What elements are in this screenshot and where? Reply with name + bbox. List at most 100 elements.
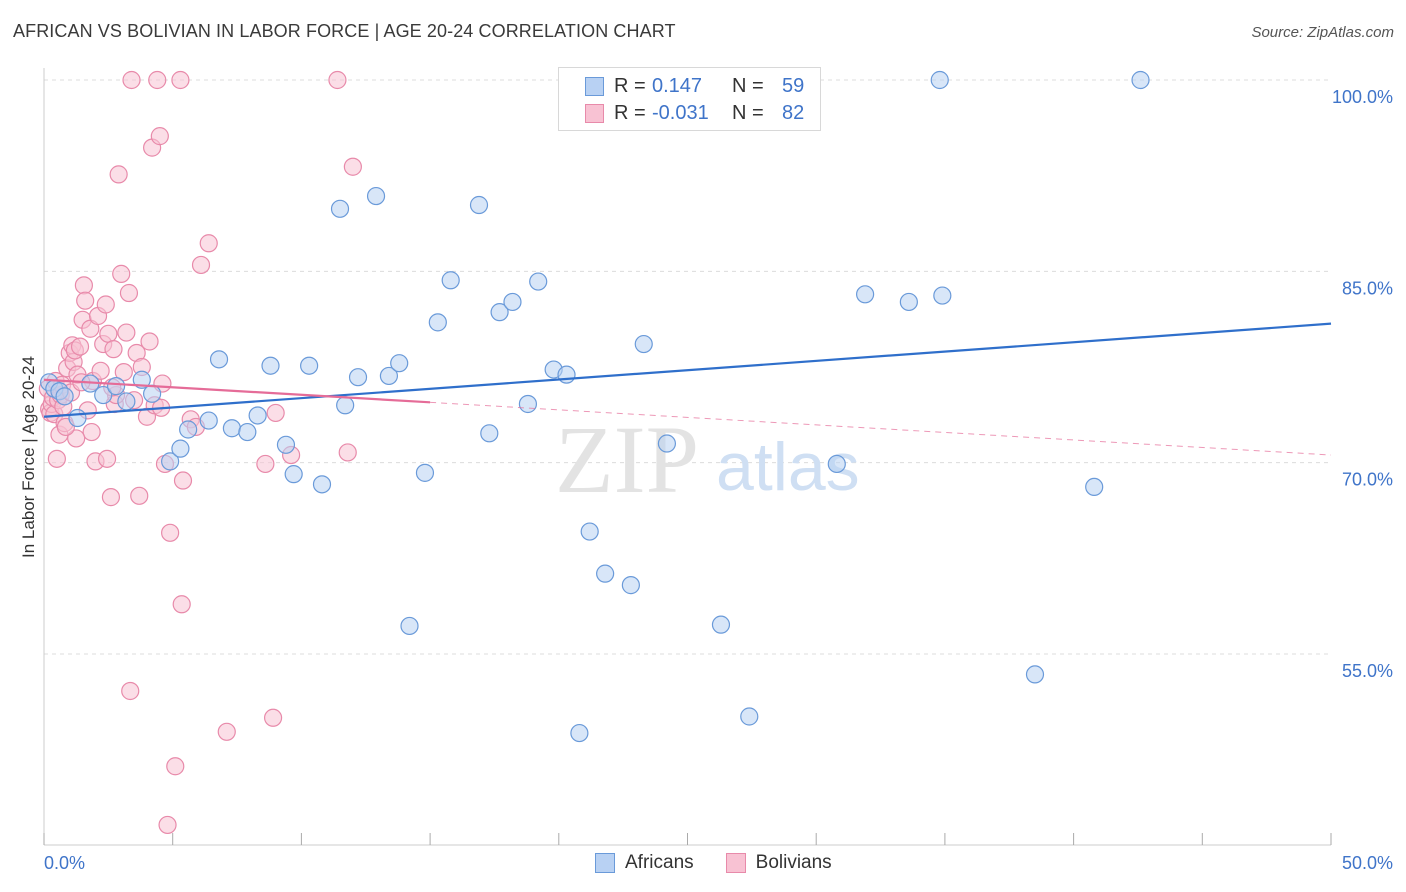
african-point: [415, 463, 435, 482]
watermark: ZIP atlas: [555, 406, 860, 513]
african-point: [161, 452, 180, 471]
bolivians-trend-line: [43, 378, 431, 404]
bolivian-point: [161, 523, 180, 542]
african-point: [199, 411, 218, 430]
bolivian-point: [217, 722, 236, 741]
y-tick-label: 100.0%: [1332, 87, 1393, 107]
bolivians-n-value: 82: [782, 101, 805, 124]
african-point: [596, 564, 615, 583]
source-label: Source: ZipAtlas.com: [1251, 24, 1394, 41]
african-point: [284, 465, 303, 484]
bolivian-point: [121, 681, 140, 701]
africans-r-label: R =: [614, 74, 646, 97]
african-point: [261, 356, 280, 375]
african-point: [238, 422, 257, 442]
watermark-zip: ZIP: [555, 406, 699, 513]
bolivian-point: [140, 332, 159, 351]
legend-item-bolivians[interactable]: Bolivians: [725, 852, 832, 874]
african-point: [379, 366, 399, 386]
african-point: [580, 522, 599, 541]
bolivian-point: [97, 449, 117, 468]
bolivians-points: [38, 70, 362, 835]
bolivian-point: [91, 361, 110, 380]
bolivian-point: [148, 70, 167, 90]
african-point: [930, 70, 949, 90]
africans-points: [40, 70, 1150, 743]
bolivians-n-label: N =: [732, 101, 764, 124]
y-tick-label: 55.0%: [1342, 661, 1393, 681]
bolivian-point: [158, 815, 177, 835]
bolivian-point: [150, 127, 169, 146]
african-point: [390, 354, 409, 373]
legend-row-africans: R = 0.147 N = 59: [585, 73, 804, 99]
african-point: [132, 370, 151, 389]
african-point: [621, 576, 640, 595]
bolivian-point: [96, 295, 115, 314]
bolivian-point: [47, 449, 66, 468]
legend-item-africans[interactable]: Africans: [595, 852, 694, 874]
africans-legend-label: Africans: [625, 852, 694, 873]
bolivian-point: [101, 488, 121, 507]
african-point: [55, 387, 74, 406]
african-point: [348, 368, 368, 387]
african-point: [1085, 477, 1104, 497]
african-point: [441, 271, 460, 290]
x-tick-label: 50.0%: [1342, 853, 1393, 873]
african-point: [634, 334, 653, 354]
african-point: [469, 195, 489, 215]
bolivian-point: [119, 283, 139, 303]
axes: [43, 68, 1332, 846]
africans-swatch: [585, 76, 604, 96]
bolivian-point: [109, 165, 128, 184]
bolivian-point: [76, 291, 95, 310]
bolivians-r-label: R =: [614, 101, 646, 124]
african-point: [143, 384, 162, 403]
bolivian-point: [191, 255, 211, 275]
bolivian-point: [67, 429, 86, 448]
african-point: [179, 420, 198, 439]
african-point: [827, 454, 846, 474]
bolivians-trend-extension: [430, 401, 1332, 456]
bolivian-point: [114, 363, 133, 382]
africans-trend-line: [43, 322, 1332, 418]
african-point: [933, 286, 952, 305]
african-point: [117, 392, 136, 411]
african-point: [557, 365, 576, 384]
africans-n-label: N =: [732, 74, 764, 97]
bolivian-point: [112, 264, 131, 283]
african-point: [570, 723, 589, 743]
bolivian-point: [130, 486, 149, 505]
bolivian-point: [104, 340, 123, 359]
bolivian-point: [328, 70, 347, 90]
bolivian-point: [70, 337, 90, 356]
african-point: [106, 377, 126, 396]
tick-labels: 55.0% 70.0% 85.0% 100.0% 0.0% 50.0%: [44, 87, 1393, 873]
bolivian-point: [256, 454, 275, 474]
african-point: [740, 707, 759, 726]
series-legend: Africans Bolivians: [595, 852, 864, 874]
africans-legend-swatch: [595, 853, 615, 873]
y-tick-label: 85.0%: [1342, 278, 1393, 298]
bolivian-point: [82, 422, 101, 442]
african-point: [490, 303, 509, 322]
african-point: [428, 313, 447, 332]
african-point: [1025, 665, 1045, 684]
african-point: [529, 272, 548, 291]
african-point: [94, 385, 113, 405]
african-point: [209, 350, 229, 369]
african-point: [657, 434, 677, 453]
bolivian-point: [199, 234, 218, 253]
african-point: [248, 406, 267, 425]
african-point: [1131, 70, 1150, 90]
african-point: [312, 475, 332, 494]
african-point: [480, 424, 499, 443]
african-point: [899, 292, 918, 312]
bolivian-point: [266, 403, 285, 423]
african-point: [711, 615, 731, 634]
bolivian-point: [166, 757, 185, 776]
african-point: [400, 616, 419, 636]
african-point: [518, 394, 538, 414]
africans-n-value: 59: [782, 74, 805, 97]
chart-title: AFRICAN VS BOLIVIAN IN LABOR FORCE | AGE…: [13, 21, 676, 41]
y-tick-label: 70.0%: [1342, 470, 1393, 490]
